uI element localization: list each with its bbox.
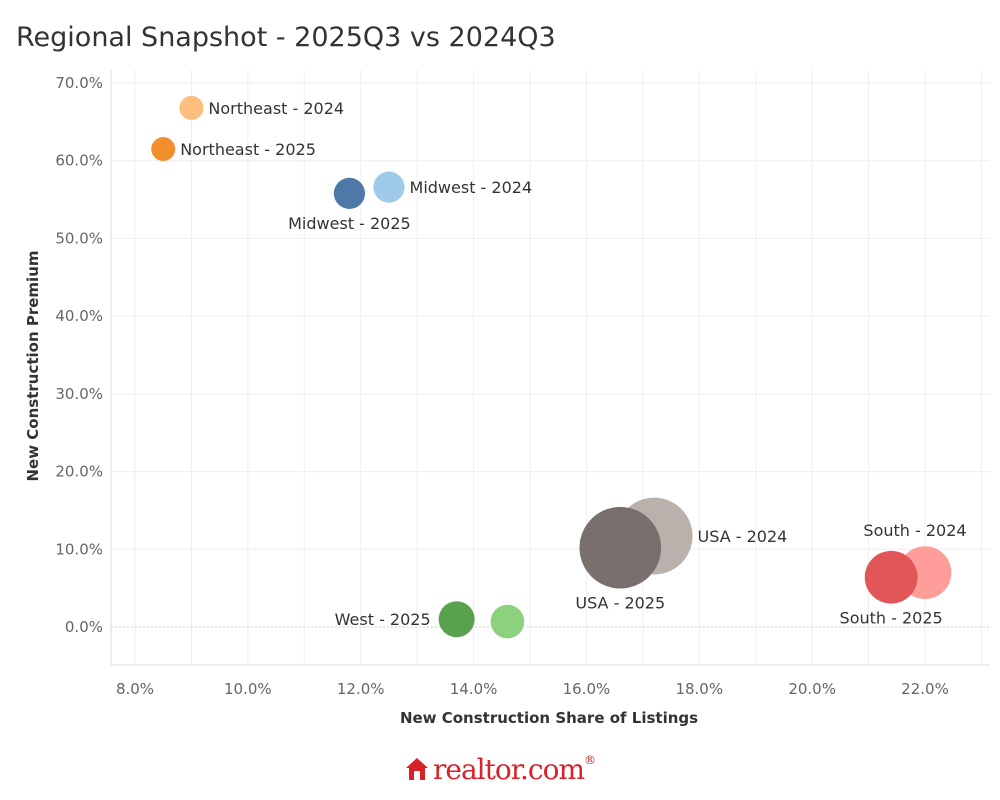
grid-lines: [110, 70, 990, 666]
y-tick-label: 10.0%: [55, 540, 103, 558]
data-label: USA - 2024: [698, 527, 788, 546]
data-point[interactable]: [333, 177, 366, 209]
data-point[interactable]: [179, 95, 204, 120]
data-point[interactable]: [579, 506, 662, 589]
data-label: Midwest - 2024: [410, 178, 533, 197]
data-points: [151, 95, 952, 639]
data-point[interactable]: [864, 550, 918, 604]
x-tick-label: 16.0%: [563, 680, 611, 698]
data-point[interactable]: [151, 137, 176, 162]
x-tick-label: 22.0%: [901, 680, 949, 698]
x-tick-label: 20.0%: [788, 680, 836, 698]
y-tick-label: 20.0%: [55, 463, 103, 481]
x-tick-label: 10.0%: [224, 680, 272, 698]
data-label: South - 2025: [840, 609, 943, 628]
x-tick-label: 8.0%: [116, 680, 154, 698]
y-tick-label: 0.0%: [65, 618, 103, 636]
y-tick-label: 60.0%: [55, 152, 103, 170]
data-label: South - 2024: [863, 521, 966, 540]
x-axis-title: New Construction Share of Listings: [400, 709, 698, 727]
data-label: USA - 2025: [575, 594, 665, 613]
data-label: West - 2025: [335, 610, 431, 629]
data-point[interactable]: [490, 604, 525, 639]
axis-ticks: 8.0% 10.0% 12.0% 14.0% 16.0% 18.0% 20.0% 22.0% 0…: [55, 74, 948, 698]
data-label: Midwest - 2025: [288, 214, 411, 233]
y-tick-label: 70.0%: [55, 74, 103, 92]
scatter-chart: 8.0% 10.0% 12.0% 14.0% 16.0% 18.0% 20.0% 22.0% 0…: [24, 70, 990, 727]
y-tick-label: 30.0%: [55, 385, 103, 403]
data-labels: Northeast - 2024 Northeast - 2025 Midwest …: [180, 99, 966, 629]
logo-wordmark: realtor.com: [433, 752, 585, 786]
data-point[interactable]: [373, 171, 405, 203]
data-label: Northeast - 2025: [180, 140, 316, 159]
realtor-logo: realtor.com®: [405, 752, 596, 786]
data-point[interactable]: [438, 601, 475, 638]
x-tick-label: 12.0%: [337, 680, 385, 698]
x-tick-label: 18.0%: [675, 680, 723, 698]
house-icon: [406, 758, 428, 780]
logo-trademark: ®: [584, 752, 596, 767]
logo-text: realtor.com®: [433, 752, 596, 786]
y-tick-label: 40.0%: [55, 307, 103, 325]
data-label: Northeast - 2024: [208, 99, 344, 118]
y-tick-label: 50.0%: [55, 229, 103, 247]
y-axis-title: New Construction Premium: [24, 250, 42, 481]
x-tick-label: 14.0%: [450, 680, 498, 698]
chart-title: Regional Snapshot - 2025Q3 vs 2024Q3: [16, 22, 556, 53]
